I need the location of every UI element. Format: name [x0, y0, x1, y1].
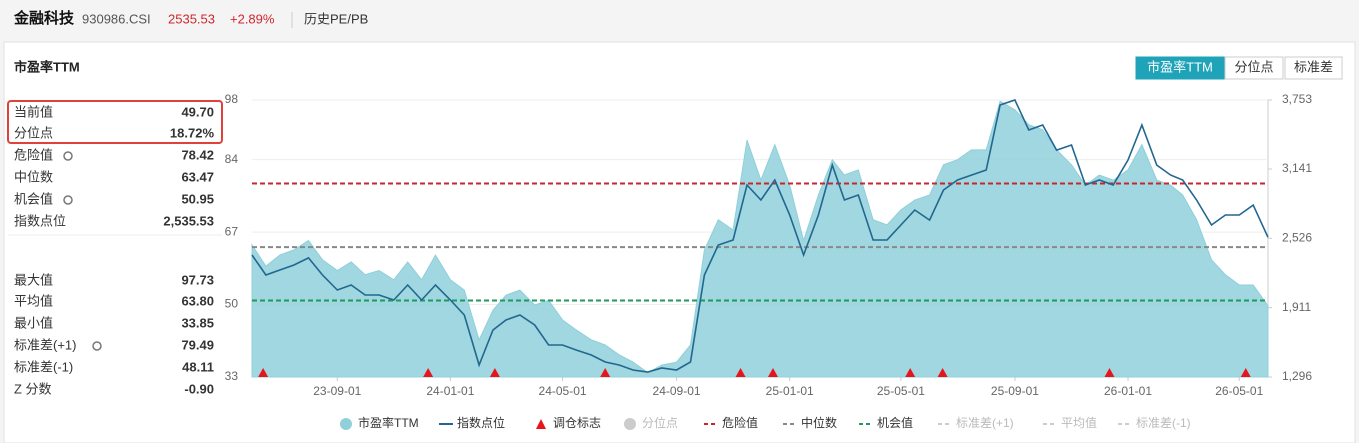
legend-label[interactable]: 调仓标志: [553, 416, 601, 430]
rebalance-marker: [767, 368, 778, 377]
stat-value: -0.90: [184, 381, 214, 396]
x-tick-label: 26-05-01: [1215, 384, 1263, 398]
tab-button-label[interactable]: 标准差: [1294, 59, 1333, 74]
y2-tick-label: 2,526: [1282, 231, 1312, 245]
index-code: 930986.CSI: [82, 11, 151, 26]
stat-value: 79.49: [181, 337, 214, 352]
x-tick-label: 24-09-01: [653, 384, 701, 398]
legend-label[interactable]: 中位数: [801, 415, 837, 430]
stat-label: 分位点: [14, 125, 53, 140]
legend-label[interactable]: 危险值: [722, 415, 758, 430]
index-name: 金融科技: [13, 9, 75, 27]
rebalance-marker: [735, 368, 746, 377]
rebalance-marker: [489, 368, 500, 377]
stat-label: 机会值: [14, 191, 53, 206]
x-tick-label: 26-01-01: [1104, 384, 1152, 398]
stat-value: 49.70: [181, 104, 214, 119]
settings-icon[interactable]: [92, 341, 102, 351]
legend-symbol[interactable]: [624, 418, 636, 430]
y2-tick-label: 1,911: [1282, 300, 1311, 314]
stat-label: Z 分数: [14, 381, 52, 396]
y-tick-label: 98: [225, 92, 239, 106]
legend-label[interactable]: 市盈率TTM: [358, 415, 419, 430]
stat-label: 平均值: [14, 293, 53, 308]
highlight-box: [7, 100, 223, 144]
change: +2.89%: [230, 11, 275, 26]
rebalance-marker: [423, 368, 434, 377]
stat-label: 危险值: [14, 147, 53, 162]
y-tick-label: 84: [225, 152, 239, 166]
tab-button[interactable]: [1284, 56, 1343, 80]
rebalance-marker: [1240, 368, 1251, 377]
stat-label: 指数点位: [14, 213, 66, 228]
x-tick-label: 23-09-01: [313, 384, 361, 398]
legend-label[interactable]: 平均值: [1061, 415, 1097, 430]
y2-tick-label: 1,296: [1282, 369, 1312, 383]
rebalance-marker: [905, 368, 916, 377]
stat-value: 18.72%: [170, 125, 215, 140]
stat-label: 中位数: [14, 169, 53, 184]
price: 2535.53: [168, 11, 215, 26]
legend-label[interactable]: 机会值: [877, 415, 913, 430]
y-tick-label: 67: [225, 224, 239, 238]
stat-value: 33.85: [181, 315, 214, 330]
x-tick-label: 25-01-01: [766, 384, 814, 398]
index-line: [251, 99, 1269, 373]
stat-value: 63.80: [181, 293, 214, 308]
x-tick-label: 24-05-01: [539, 384, 587, 398]
stat-label: 标准差(+1): [14, 337, 76, 352]
settings-icon[interactable]: [63, 151, 73, 161]
rebalance-marker: [600, 368, 611, 377]
stat-value: 50.95: [181, 191, 214, 206]
rebalance-marker: [258, 368, 269, 377]
y2-tick-label: 3,141: [1282, 161, 1312, 175]
tab-button[interactable]: [1135, 56, 1225, 80]
legend-label[interactable]: 分位点: [642, 415, 678, 430]
stat-value: 2,535.53: [163, 213, 214, 228]
y-tick-label: 50: [225, 297, 239, 311]
stat-value: 97.73: [181, 272, 214, 287]
legend-symbol[interactable]: [536, 419, 546, 429]
x-tick-label: 25-05-01: [877, 384, 925, 398]
rebalance-marker: [1104, 368, 1115, 377]
legend-symbol[interactable]: [340, 418, 352, 430]
pe-area: [251, 100, 1269, 378]
x-tick-label: 25-09-01: [991, 384, 1039, 398]
stat-value: 78.42: [181, 147, 214, 162]
stat-label: 最小值: [14, 315, 53, 330]
legend-label[interactable]: 标准差(+1): [956, 416, 1014, 430]
settings-icon[interactable]: [63, 195, 73, 205]
y-tick-label: 33: [225, 369, 239, 383]
stat-value: 63.47: [181, 169, 214, 184]
rebalance-marker: [937, 368, 948, 377]
stat-label: 标准差(-1): [14, 359, 73, 374]
legend-label[interactable]: 指数点位: [457, 415, 505, 430]
stat-label: 当前值: [14, 104, 53, 119]
stat-label: 最大值: [14, 272, 53, 287]
tab-button-label[interactable]: 市盈率TTM: [1147, 59, 1213, 74]
x-tick-label: 24-01-01: [426, 384, 474, 398]
y2-tick-label: 3,753: [1282, 92, 1312, 106]
tab-button[interactable]: [1224, 56, 1284, 80]
tab-button-label[interactable]: 分位点: [1234, 59, 1273, 74]
tab[interactable]: 历史PE/PB: [304, 11, 368, 26]
stat-value: 48.11: [182, 359, 214, 374]
legend-label[interactable]: 标准差(-1): [1136, 416, 1191, 430]
panel-title: 市盈率TTM: [14, 59, 80, 74]
